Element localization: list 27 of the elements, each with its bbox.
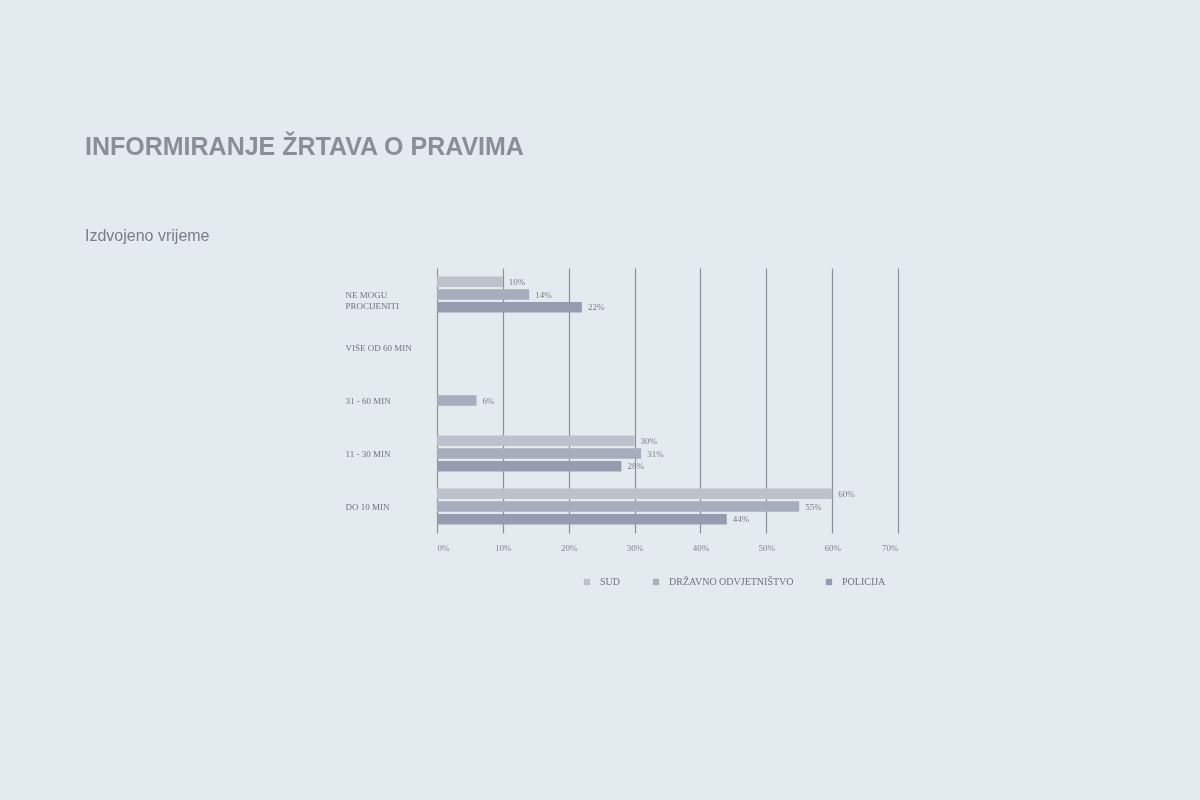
text: Izdvojeno vrijeme bbox=[85, 227, 210, 244]
data-label: 14% bbox=[535, 289, 553, 300]
legend-label: POLICIJA bbox=[842, 576, 887, 587]
y-tick-label: DO 10 MIN bbox=[345, 501, 390, 512]
data-label: 55% bbox=[805, 501, 823, 512]
x-tick-label: 70% bbox=[882, 542, 899, 553]
data-label: 30% bbox=[640, 435, 658, 446]
legend-label: DRŽAVNO ODVJETNIŠTVO bbox=[669, 576, 794, 587]
x-tick-label: 50% bbox=[758, 542, 776, 553]
chart-title: INFORMIRANJE ŽRTAVA O PRAVIMA bbox=[85, 131, 524, 160]
data-label: 22% bbox=[587, 302, 605, 313]
data-label: 44% bbox=[732, 514, 750, 525]
y-tick-label: NE MOGU PROCIJENITI bbox=[345, 289, 399, 311]
x-tick-label: 10% bbox=[495, 542, 513, 553]
data-label: 10% bbox=[508, 276, 526, 287]
x-tick-label: 30% bbox=[626, 542, 644, 553]
y-tick-label: 31 - 60 MIN bbox=[345, 395, 392, 406]
x-tick-label: 40% bbox=[692, 542, 710, 553]
legend-label: SUD bbox=[600, 576, 621, 587]
y-tick-label: VIŠE OD 60 MIN bbox=[345, 342, 413, 353]
data-label: 6% bbox=[482, 395, 496, 406]
x-tick-label: 60% bbox=[824, 542, 842, 553]
data-label: 31% bbox=[647, 448, 665, 459]
x-tick-label: 20% bbox=[560, 542, 578, 553]
data-label: 60% bbox=[838, 488, 856, 499]
x-tick-label: 0% bbox=[437, 542, 450, 553]
y-tick-label: 11 - 30 MIN bbox=[345, 448, 391, 459]
